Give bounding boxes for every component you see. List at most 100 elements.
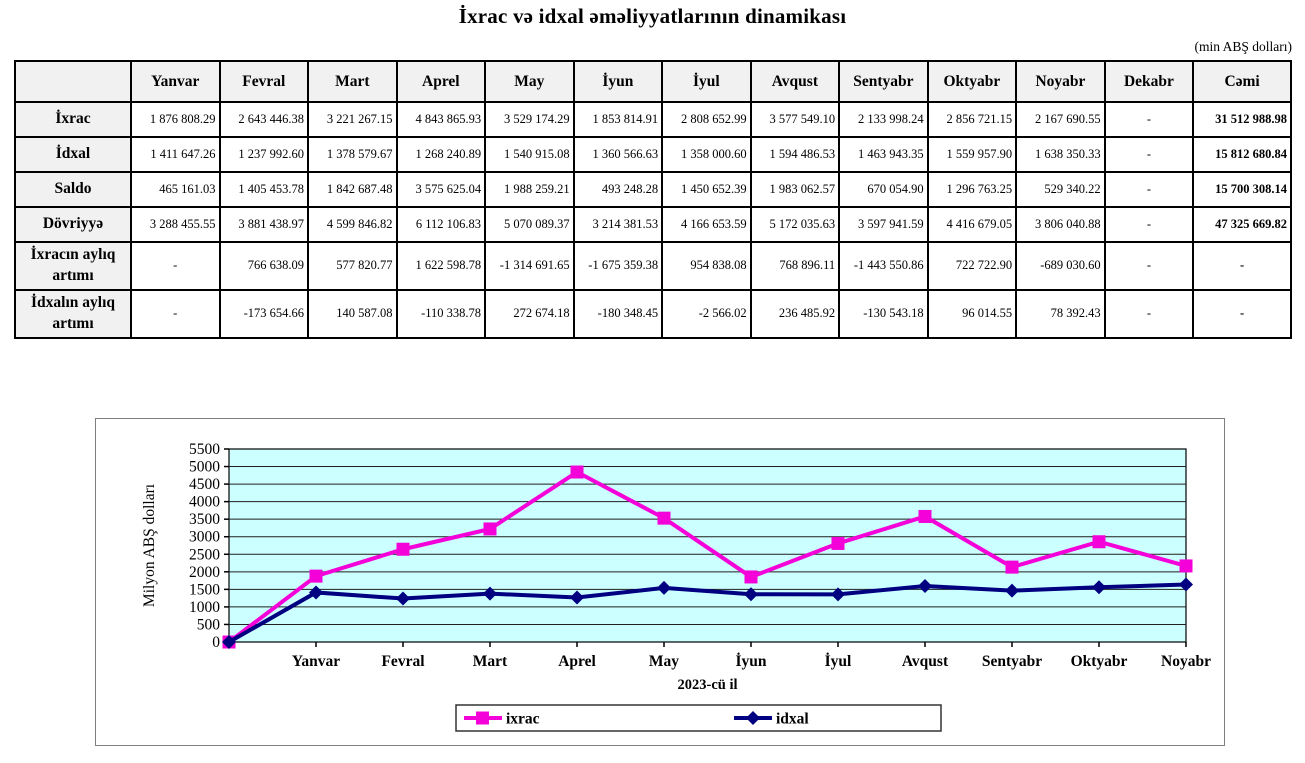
- table-cell: 1 358 000.60: [661, 136, 752, 173]
- data-point-marker: [570, 590, 584, 605]
- table-cell: -180 348.45: [572, 288, 664, 339]
- table-cell: 1 378 579.67: [307, 136, 398, 173]
- table-cell: 1 296 763.25: [926, 171, 1018, 208]
- table-cell: -689 030.60: [1015, 241, 1106, 291]
- y-tick-label: 0: [212, 634, 220, 651]
- data-point-marker: [1179, 559, 1193, 573]
- column-header: Aprel: [395, 60, 487, 103]
- table-cell: 2 643 446.38: [218, 101, 310, 138]
- x-tick-label: Mart: [473, 653, 508, 670]
- table-cell: 1 268 240.89: [395, 136, 487, 173]
- table-cell: 3 575 625.04: [395, 171, 487, 208]
- column-header: Avqust: [749, 60, 841, 103]
- table-cell: 3 288 455.55: [130, 206, 221, 243]
- x-axis-title: 2023-cü il: [677, 677, 737, 693]
- y-tick-label: 2500: [189, 546, 220, 563]
- row-label: İxrac: [14, 101, 132, 138]
- table-cell: 1 237 992.60: [218, 136, 310, 173]
- y-tick-label: 4000: [189, 494, 220, 511]
- table-cell: 1 405 453.78: [218, 171, 310, 208]
- table-row: Dövriyyə 3 288 455.55 3 881 438.97 4 599 84…: [14, 206, 1292, 243]
- table-cell: 577 820.77: [307, 241, 398, 291]
- table-row: İdxal 1 411 647.26 1 237 992.60 1 378 579.6…: [14, 136, 1292, 173]
- row-label: İxracın aylıq artımı: [14, 241, 132, 291]
- data-point-marker: [1005, 560, 1019, 574]
- data-point-marker: [1005, 583, 1019, 598]
- row-label: İdxal: [14, 136, 132, 173]
- data-point-marker: [744, 570, 758, 584]
- data-point-marker: [918, 579, 932, 594]
- x-tick-label: Aprel: [558, 653, 596, 670]
- table-cell: 529 340.22: [1015, 171, 1106, 208]
- data-point-marker: [657, 511, 671, 525]
- table-cell: -: [1103, 171, 1195, 208]
- y-tick-label: 3000: [189, 529, 220, 546]
- table-cell: -110 338.78: [395, 288, 487, 339]
- data-point-marker: [396, 542, 410, 556]
- table-cell: -: [1103, 288, 1195, 339]
- data-point-marker: [918, 509, 932, 523]
- table-cell: 272 674.18: [484, 288, 575, 339]
- column-header: Sentyabr: [838, 60, 929, 103]
- table-cell: 1 988 259.21: [484, 171, 575, 208]
- table-cell: 3 577 549.10: [749, 101, 841, 138]
- table-cell: -1 443 550.86: [838, 241, 929, 291]
- chart-frame: 0 500 1000 1500 2000 2500 3000 3500 4000 4500 5000…: [95, 418, 1225, 746]
- y-tick-label: 1000: [189, 599, 220, 616]
- legend-marker: [476, 711, 489, 725]
- table-cell: 1 876 808.29: [130, 101, 221, 138]
- data-point-marker: [831, 536, 845, 550]
- table-cell: 4 416 679.05: [926, 206, 1018, 243]
- series-line-ixrac: [227, 469, 1187, 644]
- table-cell: 3 881 438.97: [218, 206, 310, 243]
- column-header: [14, 60, 132, 103]
- table-cell: -: [1103, 206, 1195, 243]
- row-total-cell: 47 325 669.82: [1192, 206, 1292, 243]
- column-header: Yanvar: [130, 60, 221, 103]
- x-tick-label: İyun: [735, 653, 766, 670]
- table-cell: 4 166 653.59: [661, 206, 752, 243]
- column-header: May: [484, 60, 575, 103]
- x-tick-label: Fevral: [381, 653, 425, 670]
- table-cell: 1 638 350.33: [1015, 136, 1106, 173]
- y-tick-label: 1500: [189, 581, 220, 598]
- table-cell: 3 806 040.88: [1015, 206, 1106, 243]
- column-header: İyul: [661, 60, 752, 103]
- x-tick-label: May: [649, 653, 679, 670]
- table-cell: -: [1103, 136, 1195, 173]
- table-body: İxrac 1 876 808.29 2 643 446.38 3 221 267.1…: [14, 101, 1292, 339]
- y-tick-label: 500: [197, 616, 221, 633]
- table-cell: -2 566.02: [661, 288, 752, 339]
- table-cell: 670 054.90: [838, 171, 929, 208]
- table-cell: 1 842 687.48: [307, 171, 398, 208]
- series-line-idxal: [228, 582, 1187, 644]
- data-table: Yanvar Fevral Mart Aprel May İyun İyul Avqust Se…: [14, 60, 1292, 339]
- column-header: Dekabr: [1103, 60, 1195, 103]
- column-header: Noyabr: [1015, 60, 1106, 103]
- x-tick-label: Sentyabr: [982, 653, 1042, 670]
- table-cell: 722 722.90: [926, 241, 1018, 291]
- table-cell: -: [1103, 101, 1195, 138]
- data-point-marker: [309, 569, 323, 583]
- table-cell: 1 853 814.91: [572, 101, 664, 138]
- table-cell: 1 411 647.26: [130, 136, 221, 173]
- table-cell: -1 314 691.65: [484, 241, 575, 291]
- table-row: İdxalın aylıq artımı - -173 654.66 140 587.…: [14, 288, 1292, 339]
- column-header: İyun: [572, 60, 664, 103]
- table-cell: 1 463 943.35: [838, 136, 929, 173]
- table-cell: 5 070 089.37: [484, 206, 575, 243]
- table-cell: 2 167 690.55: [1015, 101, 1106, 138]
- data-point-marker: [309, 585, 323, 600]
- y-tick-label: 4500: [189, 476, 220, 493]
- column-header: Oktyabr: [926, 60, 1018, 103]
- table-cell: 3 221 267.15: [307, 101, 398, 138]
- row-label: İdxalın aylıq artımı: [14, 288, 132, 339]
- table-cell: 4 599 846.82: [307, 206, 398, 243]
- data-point-marker: [831, 587, 845, 602]
- table-cell: 140 587.08: [307, 288, 398, 339]
- table-cell: 2 808 652.99: [661, 101, 752, 138]
- table-cell: 1 983 062.57: [749, 171, 841, 208]
- table-cell: 1 594 486.53: [749, 136, 841, 173]
- table-cell: -130 543.18: [838, 288, 929, 339]
- table-cell: 954 838.08: [661, 241, 752, 291]
